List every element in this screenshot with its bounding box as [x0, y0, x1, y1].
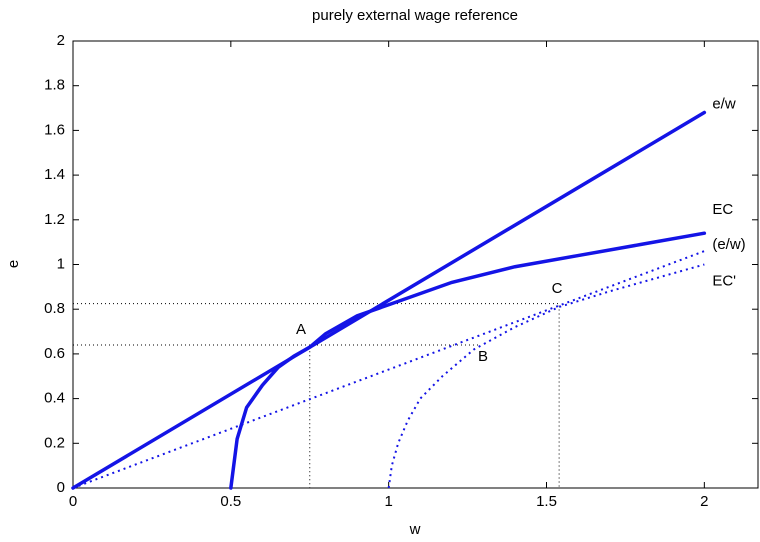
x-tick-label: 1 [384, 493, 392, 510]
x-axis-label: w [409, 521, 421, 538]
x-tick-label: 0.5 [220, 493, 241, 510]
series-label: e/w [712, 95, 736, 112]
y-tick-label: 1.6 [44, 121, 65, 138]
series-line [71, 110, 707, 490]
series-label: EC [712, 201, 733, 218]
series-label: (e/w) [712, 236, 745, 253]
x-tick-label: 2 [700, 493, 708, 510]
y-tick-label: 1.2 [44, 211, 65, 228]
series-line [229, 231, 707, 490]
y-tick-label: 1.4 [44, 166, 65, 183]
y-tick-label: 1 [57, 255, 65, 272]
y-tick-label: 0.4 [44, 390, 65, 407]
chart-title: purely external wage reference [312, 7, 518, 24]
y-tick-label: 0.2 [44, 434, 65, 451]
plot-frame [72, 40, 759, 489]
y-tick-label: 2 [57, 32, 65, 49]
point-label: C [552, 280, 563, 297]
point-label: A [296, 321, 306, 338]
y-tick-label: 1.8 [44, 77, 65, 94]
x-tick-label: 1.5 [536, 493, 557, 510]
series-line [72, 250, 705, 489]
y-tick-label: 0.6 [44, 345, 65, 362]
y-tick-label: 0 [57, 479, 65, 496]
series-label: EC' [712, 272, 736, 289]
x-tick-label: 0 [69, 493, 77, 510]
y-tick-label: 0.8 [44, 300, 65, 317]
y-axis-label: e [5, 260, 22, 268]
point-label: B [478, 348, 488, 365]
series-line [387, 263, 705, 489]
